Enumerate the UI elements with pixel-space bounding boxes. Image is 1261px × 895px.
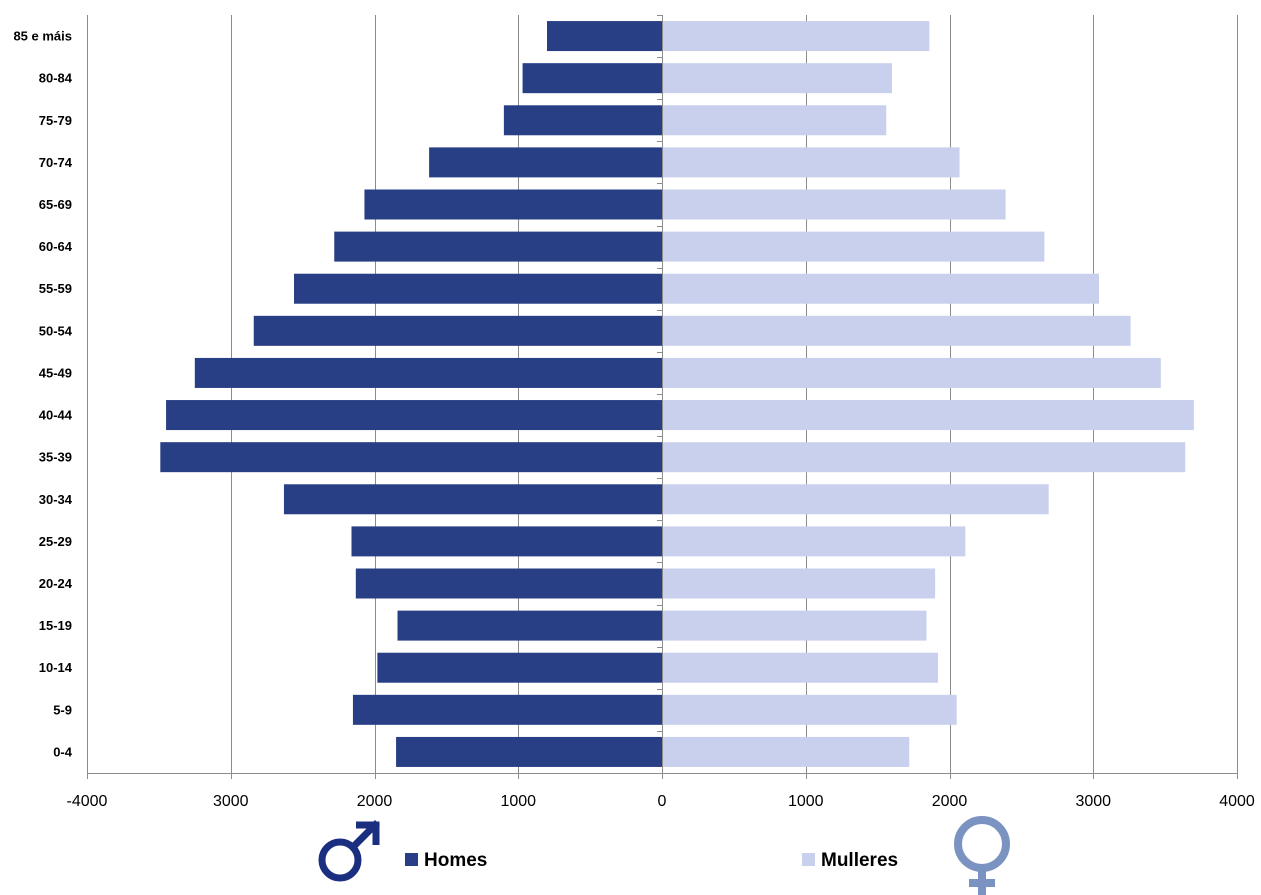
- x-tick-label: 4000: [1219, 793, 1255, 810]
- category-label: 10-14: [39, 660, 73, 675]
- category-label: 70-74: [39, 155, 73, 170]
- female-symbol-icon: [954, 816, 1010, 895]
- bar-mulleres: [662, 105, 887, 136]
- bar-mulleres: [662, 231, 1045, 262]
- male-symbol-icon: [318, 820, 380, 882]
- category-label: 85 e máis: [13, 29, 72, 44]
- bar-homes: [397, 610, 662, 641]
- category-label: 75-79: [39, 113, 72, 128]
- category-label: 25-29: [39, 534, 72, 549]
- bar-homes: [522, 63, 662, 94]
- bar-mulleres: [662, 694, 957, 725]
- category-label: 40-44: [39, 408, 73, 423]
- bar-mulleres: [662, 568, 936, 599]
- category-label: 50-54: [39, 323, 73, 338]
- bar-mulleres: [662, 315, 1131, 346]
- legend-swatch-homes: [405, 853, 418, 866]
- category-label: 0-4: [53, 744, 73, 759]
- bar-mulleres: [662, 273, 1099, 304]
- category-label: 65-69: [39, 197, 72, 212]
- legend-label-homes: Homes: [424, 850, 487, 871]
- bar-homes: [253, 315, 662, 346]
- bar-mulleres: [662, 442, 1186, 473]
- category-label: 55-59: [39, 281, 72, 296]
- x-tick-label: 1000: [500, 793, 536, 810]
- bar-homes: [364, 189, 662, 220]
- bar-mulleres: [662, 610, 927, 641]
- bar-homes: [160, 442, 662, 473]
- legend: Homes Mulleres: [318, 816, 1010, 895]
- bar-homes: [396, 736, 662, 767]
- bar-mulleres: [662, 400, 1194, 431]
- x-tick-label: 3000: [1075, 793, 1111, 810]
- bar-homes: [283, 484, 662, 515]
- category-label: 45-49: [39, 365, 72, 380]
- bar-homes: [166, 400, 662, 431]
- legend-swatch-mulleres: [802, 853, 815, 866]
- bar-homes: [334, 231, 662, 262]
- x-tick-labels: -4000 3000 2000 1000 0 1000 2000 3000 4000: [67, 793, 1255, 810]
- x-tick-label: 3000: [213, 793, 249, 810]
- bar-mulleres: [662, 357, 1161, 388]
- bar-mulleres: [662, 652, 938, 683]
- bar-homes: [352, 694, 662, 725]
- bars: [160, 21, 1194, 767]
- category-label: 30-34: [39, 492, 73, 507]
- bar-mulleres: [662, 147, 960, 178]
- x-tick-label: 0: [658, 793, 667, 810]
- x-tick-label: 2000: [357, 793, 393, 810]
- bar-homes: [547, 21, 662, 52]
- x-tick-label: 2000: [932, 793, 968, 810]
- bar-homes: [294, 273, 662, 304]
- bar-homes: [429, 147, 662, 178]
- bar-homes: [194, 357, 662, 388]
- gridlines: [87, 15, 1238, 773]
- bar-mulleres: [662, 189, 1006, 220]
- bar-mulleres: [662, 21, 930, 52]
- legend-label-mulleres: Mulleres: [821, 850, 898, 871]
- bar-mulleres: [662, 63, 892, 94]
- bar-homes: [377, 652, 662, 683]
- category-label: 80-84: [39, 71, 73, 86]
- bar-mulleres: [662, 526, 966, 557]
- bar-homes: [355, 568, 662, 599]
- bar-homes: [351, 526, 662, 557]
- category-labels: 0-4 5-9 10-14 15-19 20-24 25-29 30-34 35-39 40-4…: [13, 29, 72, 760]
- category-label: 15-19: [39, 618, 72, 633]
- bar-homes: [503, 105, 662, 136]
- category-label: 20-24: [39, 576, 73, 591]
- axes: [87, 15, 1238, 779]
- category-label: 5-9: [53, 702, 72, 717]
- category-label: 35-39: [39, 450, 72, 465]
- bar-mulleres: [662, 484, 1049, 515]
- bar-mulleres: [662, 736, 910, 767]
- x-tick-label: 1000: [788, 793, 824, 810]
- category-label: 60-64: [39, 239, 73, 254]
- x-tick-label: -4000: [67, 793, 108, 810]
